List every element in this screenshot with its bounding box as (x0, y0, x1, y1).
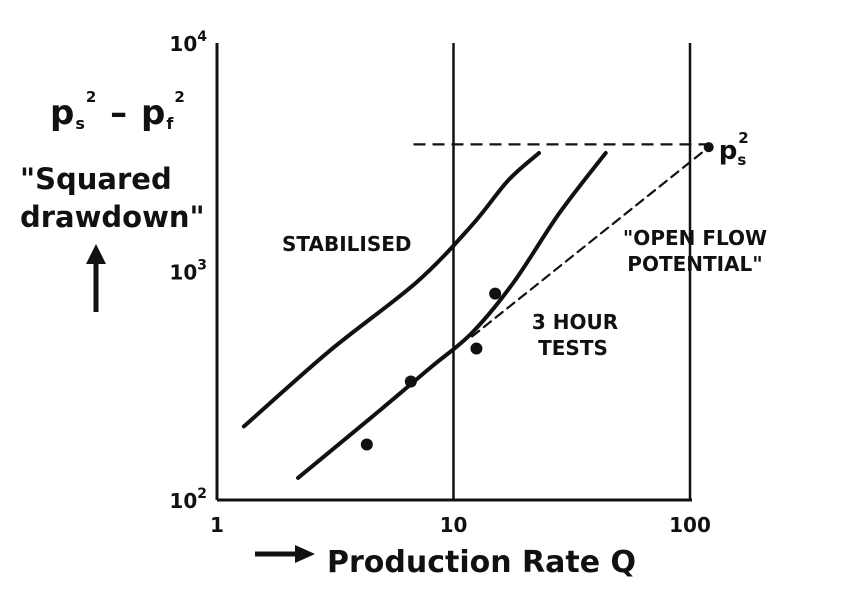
y-formula-sup1: 2 (85, 88, 98, 106)
data-point (489, 287, 502, 300)
series-line-1 (241, 151, 541, 429)
x-axis-right-arrow (255, 545, 315, 563)
data-point (404, 375, 417, 388)
axes (215, 43, 692, 502)
tick-labels: 1 10 100 102 103 104 (169, 29, 710, 537)
series-label-open-flow-potential: "OPEN FLOW (623, 226, 767, 250)
series (241, 143, 710, 480)
data-point (360, 438, 373, 451)
y-formula-sup2: 2 (174, 88, 186, 106)
series-line-3 (471, 146, 710, 338)
series-label-3-hour-tests: TESTS (538, 336, 608, 360)
y-tick-label: 103 (169, 258, 207, 285)
y-formula-sub1: s (75, 114, 86, 133)
x-tick-label: 100 (669, 513, 711, 537)
series-label-open-flow-potential: POTENTIAL" (627, 252, 762, 276)
x-tick-label: 10 (440, 513, 468, 537)
data-points (360, 142, 714, 451)
series-label-3-hour-tests: 3 HOUR (532, 310, 618, 334)
y-formula-base1: p (50, 93, 76, 133)
y-tick-label: 102 (169, 486, 207, 513)
y-formula-minus: – (110, 93, 129, 133)
series-line-2 (296, 151, 608, 480)
reference-point (703, 142, 714, 153)
y-formula-sub2: f (166, 114, 175, 133)
data-point (470, 342, 483, 355)
series-label-stabilised: STABILISED (282, 232, 412, 256)
reference-point-label: ps2 (719, 129, 749, 169)
y-axis-label: "Squared drawdown" (20, 162, 205, 234)
x-tick-label: 1 (210, 513, 224, 537)
x-axis-label: Production Rate Q (255, 545, 636, 580)
y-tick-label: 104 (169, 29, 207, 56)
y-axis-formula: ps2 – pf2 (50, 88, 186, 133)
y-axis-up-arrow (86, 244, 106, 312)
y-formula-base2: p (141, 93, 167, 133)
x-axis-label-text: Production Rate Q (327, 545, 637, 580)
